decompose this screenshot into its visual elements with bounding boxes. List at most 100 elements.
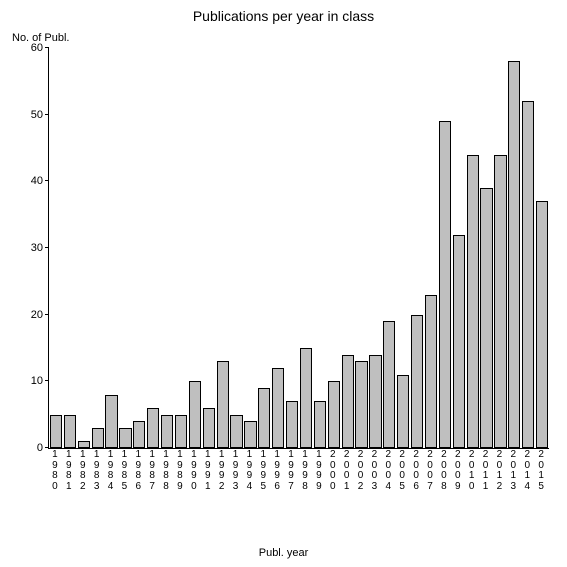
y-tick-label: 30	[31, 242, 49, 254]
bar-slot	[313, 48, 327, 448]
x-tick-label: 2001	[340, 450, 354, 492]
bar-slot	[368, 48, 382, 448]
bar	[203, 408, 215, 448]
bar-slot	[49, 48, 63, 448]
bar	[411, 315, 423, 448]
bar	[453, 235, 465, 448]
x-tick-label: 1999	[312, 450, 326, 492]
bar	[508, 61, 520, 448]
bar	[439, 121, 451, 448]
bar-slot	[410, 48, 424, 448]
bar-slot	[174, 48, 188, 448]
bar	[494, 155, 506, 448]
x-tick-label: 1984	[104, 450, 118, 492]
bar	[78, 441, 90, 448]
x-tick-label: 1986	[131, 450, 145, 492]
bar-slot	[480, 48, 494, 448]
y-tick-mark	[45, 247, 49, 248]
bar-slot	[118, 48, 132, 448]
x-tick-label: 1997	[284, 450, 298, 492]
bar	[383, 321, 395, 448]
x-tick-labels: 1980198119821983198419851986198719881989…	[48, 450, 548, 492]
x-tick-label: 1998	[298, 450, 312, 492]
bar-slot	[105, 48, 119, 448]
bar-slot	[77, 48, 91, 448]
bar	[147, 408, 159, 448]
bar	[161, 415, 173, 448]
y-tick-mark	[45, 47, 49, 48]
x-tick-label: 1985	[117, 450, 131, 492]
bar-slot	[424, 48, 438, 448]
x-tick-label: 1992	[215, 450, 229, 492]
bar	[258, 388, 270, 448]
bar	[119, 428, 131, 448]
bar	[314, 401, 326, 448]
bar-slot	[230, 48, 244, 448]
x-tick-label: 1980	[48, 450, 62, 492]
bar-slot	[202, 48, 216, 448]
x-tick-label: 1988	[159, 450, 173, 492]
x-tick-label: 1996	[270, 450, 284, 492]
x-tick-label: 2000	[326, 450, 340, 492]
bar	[369, 355, 381, 448]
bar-slot	[341, 48, 355, 448]
bar	[342, 355, 354, 448]
bar	[92, 428, 104, 448]
x-tick-label: 2010	[465, 450, 479, 492]
bar-slot	[466, 48, 480, 448]
x-tick-label: 1993	[229, 450, 243, 492]
bar	[425, 295, 437, 448]
x-axis-label: Publ. year	[0, 547, 567, 559]
y-tick-label: 60	[31, 42, 49, 54]
bar	[522, 101, 534, 448]
x-tick-label: 2014	[520, 450, 534, 492]
y-tick-mark	[45, 114, 49, 115]
bar-slot	[327, 48, 341, 448]
x-tick-label: 2008	[437, 450, 451, 492]
x-tick-label: 2007	[423, 450, 437, 492]
x-tick-label: 2005	[395, 450, 409, 492]
x-tick-label: 2011	[479, 450, 493, 492]
x-tick-label: 1994	[242, 450, 256, 492]
x-tick-label: 1982	[76, 450, 90, 492]
bar-slot	[271, 48, 285, 448]
x-tick-label: 2012	[493, 450, 507, 492]
y-tick-label: 40	[31, 175, 49, 187]
y-tick-label: 20	[31, 309, 49, 321]
x-tick-label: 2003	[367, 450, 381, 492]
bar	[230, 415, 242, 448]
bar	[244, 421, 256, 448]
x-tick-label: 2015	[534, 450, 548, 492]
bar-slot	[91, 48, 105, 448]
bar-slot	[160, 48, 174, 448]
x-tick-label: 2013	[506, 450, 520, 492]
x-tick-label: 2002	[354, 450, 368, 492]
bar	[355, 361, 367, 448]
bar-slot	[285, 48, 299, 448]
bar	[272, 368, 284, 448]
bar	[133, 421, 145, 448]
bar	[50, 415, 62, 448]
x-tick-label: 1987	[145, 450, 159, 492]
y-tick-mark	[45, 314, 49, 315]
y-tick-label: 50	[31, 109, 49, 121]
bar	[286, 401, 298, 448]
y-tick-label: 10	[31, 375, 49, 387]
x-tick-label: 1995	[256, 450, 270, 492]
bar-slot	[507, 48, 521, 448]
x-tick-label: 2009	[451, 450, 465, 492]
bar-slot	[382, 48, 396, 448]
bar-slot	[132, 48, 146, 448]
bar-slot	[535, 48, 549, 448]
bar	[397, 375, 409, 448]
bar	[536, 201, 548, 448]
bar-slot	[63, 48, 77, 448]
y-tick-mark	[45, 380, 49, 381]
bar-slot	[257, 48, 271, 448]
bar-slot	[188, 48, 202, 448]
bar	[328, 381, 340, 448]
x-tick-label: 1981	[62, 450, 76, 492]
x-tick-label: 1991	[201, 450, 215, 492]
bar-slot	[216, 48, 230, 448]
bar-slot	[452, 48, 466, 448]
